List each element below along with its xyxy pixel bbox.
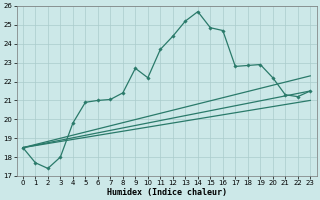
X-axis label: Humidex (Indice chaleur): Humidex (Indice chaleur) [107,188,227,197]
